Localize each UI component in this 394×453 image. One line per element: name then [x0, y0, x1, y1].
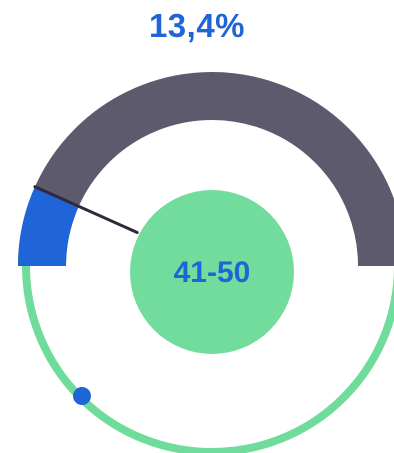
blue-progress-segment [18, 186, 80, 267]
gauge-needle [33, 185, 139, 234]
dark-gauge-track [18, 72, 394, 267]
range-label: 41-50 [174, 256, 251, 289]
center-circle [130, 190, 294, 354]
percentage-value: 13,4% [148, 7, 246, 44]
dot-marker-icon [73, 387, 91, 405]
